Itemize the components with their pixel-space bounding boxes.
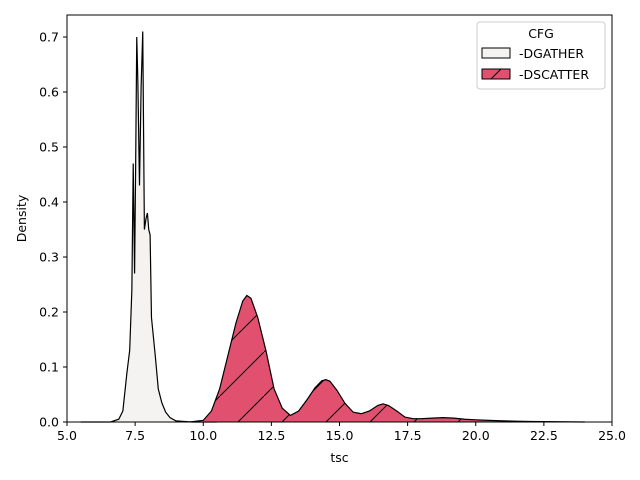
y-tick-label: 0.1	[39, 360, 59, 375]
x-axis-label: tsc	[330, 450, 348, 465]
legend-label: -DGATHER	[519, 46, 584, 61]
x-tick-label: 10.0	[189, 428, 217, 443]
y-axis-label: Density	[14, 194, 29, 242]
y-tick-label: 0.7	[39, 30, 59, 45]
density-line-1	[80, 31, 217, 423]
x-tick-label: 5.0	[57, 428, 77, 443]
legend-swatch	[481, 47, 511, 59]
y-tick-label: 0.4	[39, 195, 59, 210]
legend-hatch-mark	[490, 68, 502, 80]
y-tick-label: 0.2	[39, 305, 59, 320]
plot-area	[80, 31, 585, 423]
x-tick-label: 7.5	[125, 428, 145, 443]
legend-label: -DSCATTER	[519, 67, 589, 82]
y-tick-label: 0.5	[39, 140, 59, 155]
x-tick-label: 17.5	[394, 428, 422, 443]
density-line-2	[189, 294, 585, 423]
density-area-1	[80, 31, 217, 422]
x-tick-label: 20.0	[462, 428, 490, 443]
density-hatch-2	[189, 295, 585, 422]
x-axis: 5.0 7.5 10.0 12.5 15.0 17.5 20.0 22.5 25.0	[57, 422, 626, 443]
x-tick-label: 25.0	[598, 428, 626, 443]
legend-title: CFG	[528, 26, 554, 41]
y-axis: 0.0 0.1 0.2 0.3 0.4 0.5 0.6 0.7	[39, 30, 67, 430]
y-tick-label: 0.3	[39, 250, 59, 265]
legend: CFG -DGATHER -DSCATTER	[476, 21, 606, 90]
y-tick-label: 0.0	[39, 415, 59, 430]
axes-frame	[66, 14, 613, 423]
y-tick-label: 0.6	[39, 85, 59, 100]
x-tick-label: 22.5	[530, 428, 558, 443]
x-tick-label: 12.5	[257, 428, 285, 443]
x-tick-label: 15.0	[326, 428, 354, 443]
